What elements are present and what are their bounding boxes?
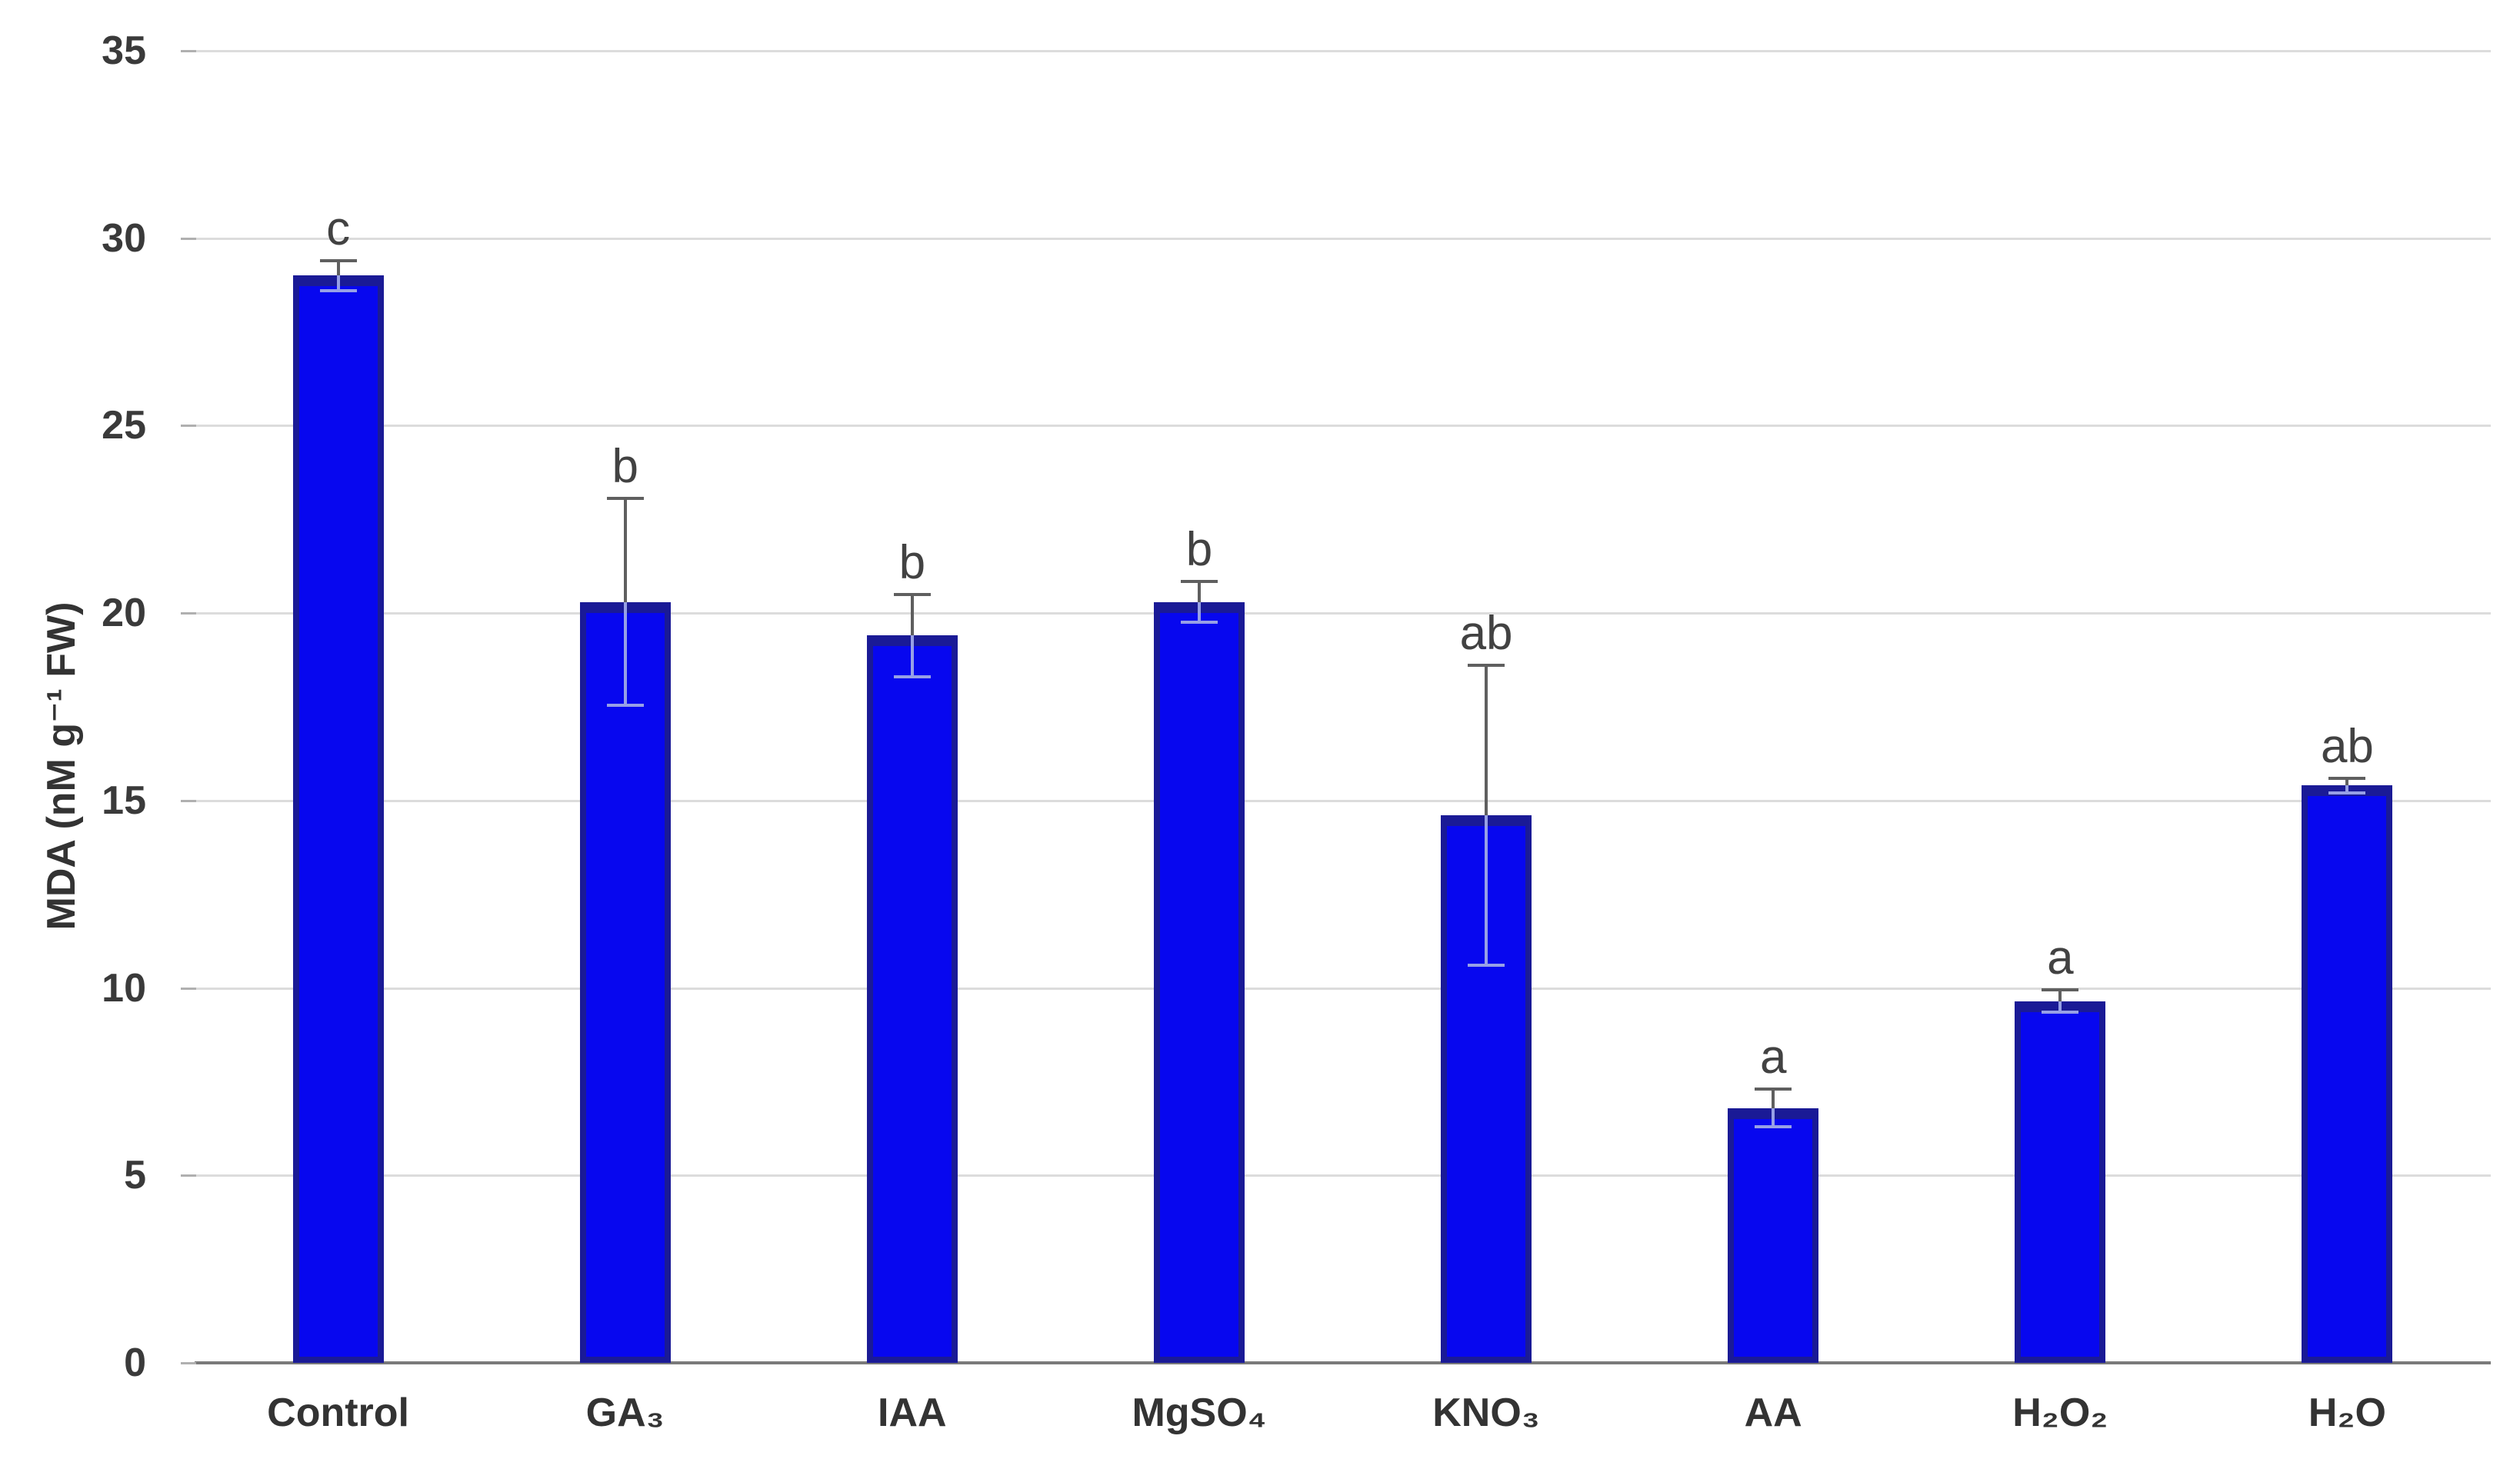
x-axis-label: MgSO₄ — [1132, 1391, 1267, 1435]
bar — [1441, 815, 1532, 1363]
error-bar-cap-top — [2042, 988, 2079, 991]
y-tick-mark — [181, 1362, 196, 1364]
bar — [2015, 1001, 2106, 1363]
y-tick-label: 35 — [102, 28, 146, 73]
y-tick-label: 25 — [102, 403, 146, 448]
gridline — [195, 799, 2491, 802]
bar — [866, 635, 958, 1363]
error-bar-cap-bottom — [1180, 621, 1218, 625]
error-bar-whisker — [336, 260, 340, 276]
x-axis-line — [195, 1361, 2491, 1364]
error-bar-cap-top — [1755, 1088, 1792, 1091]
error-bar-cap-bottom — [1468, 964, 1505, 968]
y-tick-mark — [181, 799, 196, 802]
y-tick-label: 20 — [102, 591, 146, 636]
error-bar-whisker-inside — [2345, 785, 2349, 794]
y-tick-label: 0 — [124, 1341, 146, 1385]
y-tick-label: 10 — [102, 965, 146, 1011]
sig-letter: b — [1185, 522, 1213, 576]
x-axis-label: AA — [1744, 1391, 1802, 1435]
error-bar-whisker — [910, 594, 914, 636]
error-bar-whisker — [1485, 665, 1488, 816]
error-bar-cap-bottom — [2328, 791, 2366, 795]
gridline — [195, 425, 2491, 428]
gridline — [195, 50, 2491, 52]
y-tick-label: 30 — [102, 215, 146, 261]
error-bar-cap-top — [893, 592, 931, 596]
error-bar-cap-bottom — [1755, 1124, 1792, 1128]
gridline — [195, 987, 2491, 990]
y-tick-mark — [181, 237, 196, 240]
bar — [292, 275, 384, 1363]
x-axis-label: H₂O₂ — [2012, 1391, 2108, 1435]
y-tick-mark — [181, 425, 196, 428]
y-tick-mark — [181, 987, 196, 990]
gridline — [195, 237, 2491, 240]
sig-letter: ab — [2320, 719, 2374, 773]
x-axis-label: KNO₃ — [1432, 1391, 1540, 1435]
y-tick-label: 5 — [124, 1153, 146, 1198]
x-axis-label: Control — [267, 1391, 409, 1435]
sig-letter: c — [326, 202, 351, 255]
x-axis-label: H₂O — [2308, 1391, 2386, 1435]
error-bar-whisker-inside — [1197, 601, 1201, 623]
error-bar-whisker — [2058, 990, 2062, 1001]
error-bar-cap-top — [1468, 664, 1505, 668]
error-bar-cap-bottom — [2042, 1011, 2079, 1014]
error-bar-cap-bottom — [893, 675, 931, 678]
error-bar-whisker-inside — [910, 635, 914, 677]
y-tick-mark — [181, 50, 196, 52]
gridline — [195, 612, 2491, 615]
gridline — [195, 1174, 2491, 1178]
error-bar-whisker-inside — [336, 275, 340, 291]
error-bar-whisker-inside — [1485, 815, 1488, 966]
error-bar-cap-top — [1180, 579, 1218, 583]
error-bar-whisker — [2345, 778, 2349, 786]
error-bar-whisker — [1772, 1089, 1775, 1108]
bar — [2302, 785, 2393, 1363]
bar — [1153, 601, 1245, 1363]
error-bar-whisker — [623, 498, 627, 602]
bar — [1728, 1108, 1819, 1363]
sig-letter: a — [1759, 1031, 1787, 1084]
x-axis-label: IAA — [878, 1391, 947, 1435]
error-bar-whisker-inside — [2058, 1001, 2062, 1013]
y-tick-mark — [181, 612, 196, 615]
x-axis-label: GA₃ — [585, 1391, 665, 1435]
sig-letter: ab — [1459, 607, 1513, 661]
error-bar-cap-top — [606, 497, 644, 501]
sig-letter: b — [612, 440, 638, 494]
error-bar-cap-top — [2328, 776, 2366, 780]
sig-letter: b — [898, 535, 926, 589]
error-bar-cap-bottom — [606, 703, 644, 707]
error-bar-whisker-inside — [1772, 1108, 1775, 1127]
y-axis-title: MDA (nM g⁻¹ FW) — [39, 601, 84, 931]
error-bar-whisker — [1197, 581, 1201, 602]
bar — [579, 601, 671, 1363]
y-tick-label: 15 — [102, 778, 146, 823]
error-bar-cap-bottom — [319, 288, 357, 292]
y-tick-mark — [181, 1174, 196, 1178]
sig-letter: a — [2047, 931, 2074, 984]
error-bar-whisker-inside — [623, 601, 627, 705]
error-bar-cap-top — [319, 258, 357, 262]
